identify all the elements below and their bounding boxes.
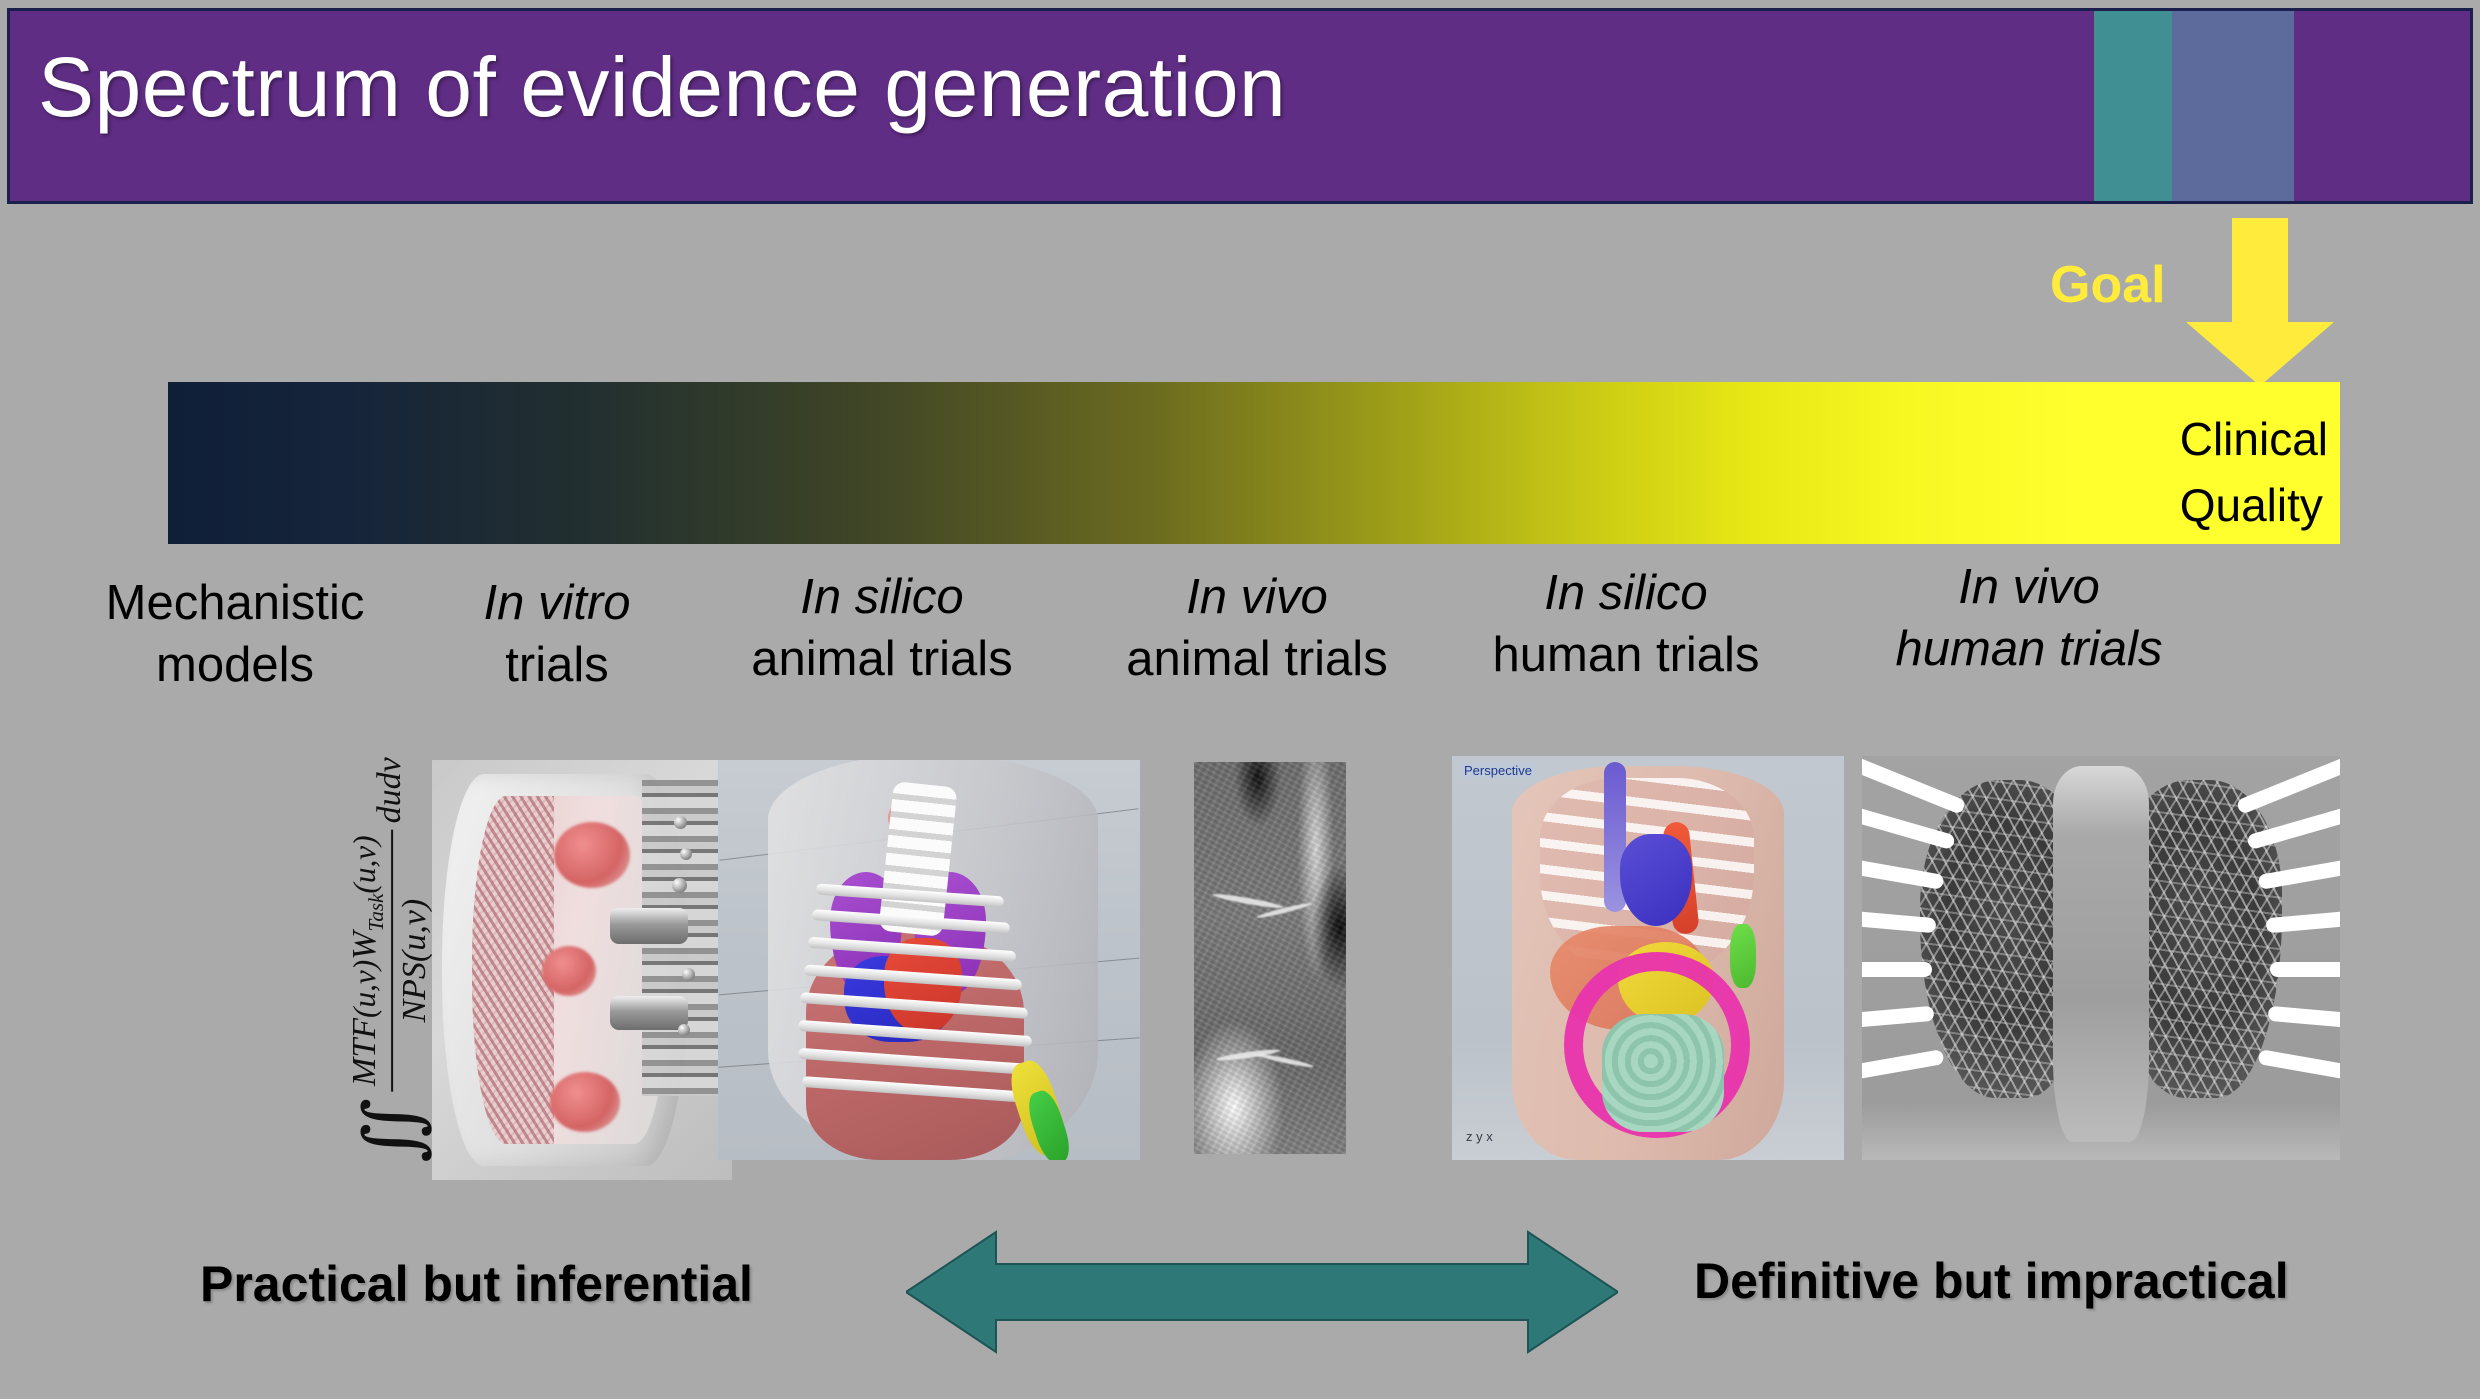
stage-label-in-silico-human-trials: In silico human trials xyxy=(1456,562,1796,686)
double-headed-arrow-icon xyxy=(906,1230,1618,1354)
ct-rib xyxy=(1862,756,1967,815)
radiograph-noise xyxy=(1194,762,1346,1154)
phantom-bead xyxy=(674,816,687,829)
stage-line1: In silico xyxy=(1544,566,1708,620)
ct-rib xyxy=(1862,962,1932,977)
stage-line2: models xyxy=(156,638,314,692)
stage-label-in-vivo-animal-trials: In vivo animal trials xyxy=(1092,566,1422,690)
double-integral-symbol: ∬ xyxy=(347,1097,437,1163)
phantom-interior xyxy=(472,796,668,1144)
caption-definitive-but-impractical: Definitive but impractical xyxy=(1694,1253,2289,1309)
title-band-slate xyxy=(2172,11,2294,201)
stage-line1: Mechanistic xyxy=(105,576,365,630)
title-bar: Spectrum of evidence generation xyxy=(7,8,2473,204)
phantom-bead xyxy=(682,968,695,981)
thumbnail-in-vivo-animal-radiograph xyxy=(1194,762,1346,1154)
title-band-purple-right xyxy=(2294,11,2470,201)
ct-rib xyxy=(1862,1049,1945,1082)
ct-rib xyxy=(2257,1049,2340,1082)
goal-down-arrow-icon xyxy=(2186,218,2334,386)
stage-line1: In vivo xyxy=(1958,560,2100,614)
stage-line1: In vitro xyxy=(483,576,631,630)
phantom-lesion xyxy=(550,1072,620,1132)
clinical-quality-line2: Quality xyxy=(2179,479,2323,531)
stage-line2: trials xyxy=(505,638,609,692)
ct-mediastinum xyxy=(2053,766,2149,1142)
human-small-intestine xyxy=(1602,1014,1724,1132)
stage-line2: animal trials xyxy=(1126,632,1388,686)
goal-label: Goal xyxy=(2050,256,2166,314)
ct-rib xyxy=(2267,1005,2340,1030)
ct-rib xyxy=(2235,756,2340,815)
phantom-lesion xyxy=(542,946,596,996)
formula-numerator: MTF(u,v)WTask(u,v) xyxy=(346,829,393,1092)
stage-line1: In silico xyxy=(800,570,964,624)
page-title: Spectrum of evidence generation xyxy=(38,40,1287,134)
human-heart xyxy=(1620,834,1692,926)
clinical-quality-line1: Clinical xyxy=(2179,413,2328,465)
phantom-bead xyxy=(672,878,687,893)
stage-label-in-vivo-human-trials: In vivo human trials xyxy=(1854,556,2204,680)
human-green-organ xyxy=(1730,924,1756,988)
stage-label-mechanistic-models: Mechanistic models xyxy=(60,572,410,696)
thumbnail-in-vitro-phantom xyxy=(432,760,732,1180)
caption-practical-but-inferential: Practical but inferential xyxy=(200,1256,753,1312)
phantom-lesion xyxy=(554,822,630,888)
title-band-purple-left xyxy=(10,11,2094,201)
ct-diaphragm xyxy=(1862,1102,2340,1160)
viewport-label: Perspective xyxy=(1460,762,1536,779)
title-band-teal xyxy=(2094,11,2172,201)
phantom-rod xyxy=(610,908,688,944)
stage-label-in-silico-animal-trials: In silico animal trials xyxy=(712,566,1052,690)
thumbnail-in-vivo-human-ct xyxy=(1862,756,2340,1160)
clinical-quality-label: Clinical Quality xyxy=(2180,406,2328,538)
formula-denominator: NPS(u,v) xyxy=(395,898,433,1023)
phantom-tissue-texture xyxy=(472,796,554,1144)
stage-line2: human trials xyxy=(1895,622,2163,676)
stage-line2: animal trials xyxy=(751,632,1013,686)
phantom-rod xyxy=(610,996,688,1030)
stage-line1: In vivo xyxy=(1186,570,1328,624)
ct-rib xyxy=(2270,962,2340,977)
formula-differential: dudv xyxy=(370,757,408,824)
phantom-bead xyxy=(678,1024,690,1036)
thumbnail-in-silico-animal-model xyxy=(718,760,1140,1160)
axis-indicator: z y x xyxy=(1466,1129,1493,1144)
stage-label-in-vitro-trials: In vitro trials xyxy=(412,572,702,696)
evidence-spectrum-bar: Clinical Quality xyxy=(168,382,2340,544)
stage-line2: human trials xyxy=(1492,628,1760,682)
phantom-bead xyxy=(680,848,692,860)
ct-rib xyxy=(1862,1005,1935,1030)
thumbnail-in-silico-human-model: Perspective z y x xyxy=(1452,756,1844,1160)
